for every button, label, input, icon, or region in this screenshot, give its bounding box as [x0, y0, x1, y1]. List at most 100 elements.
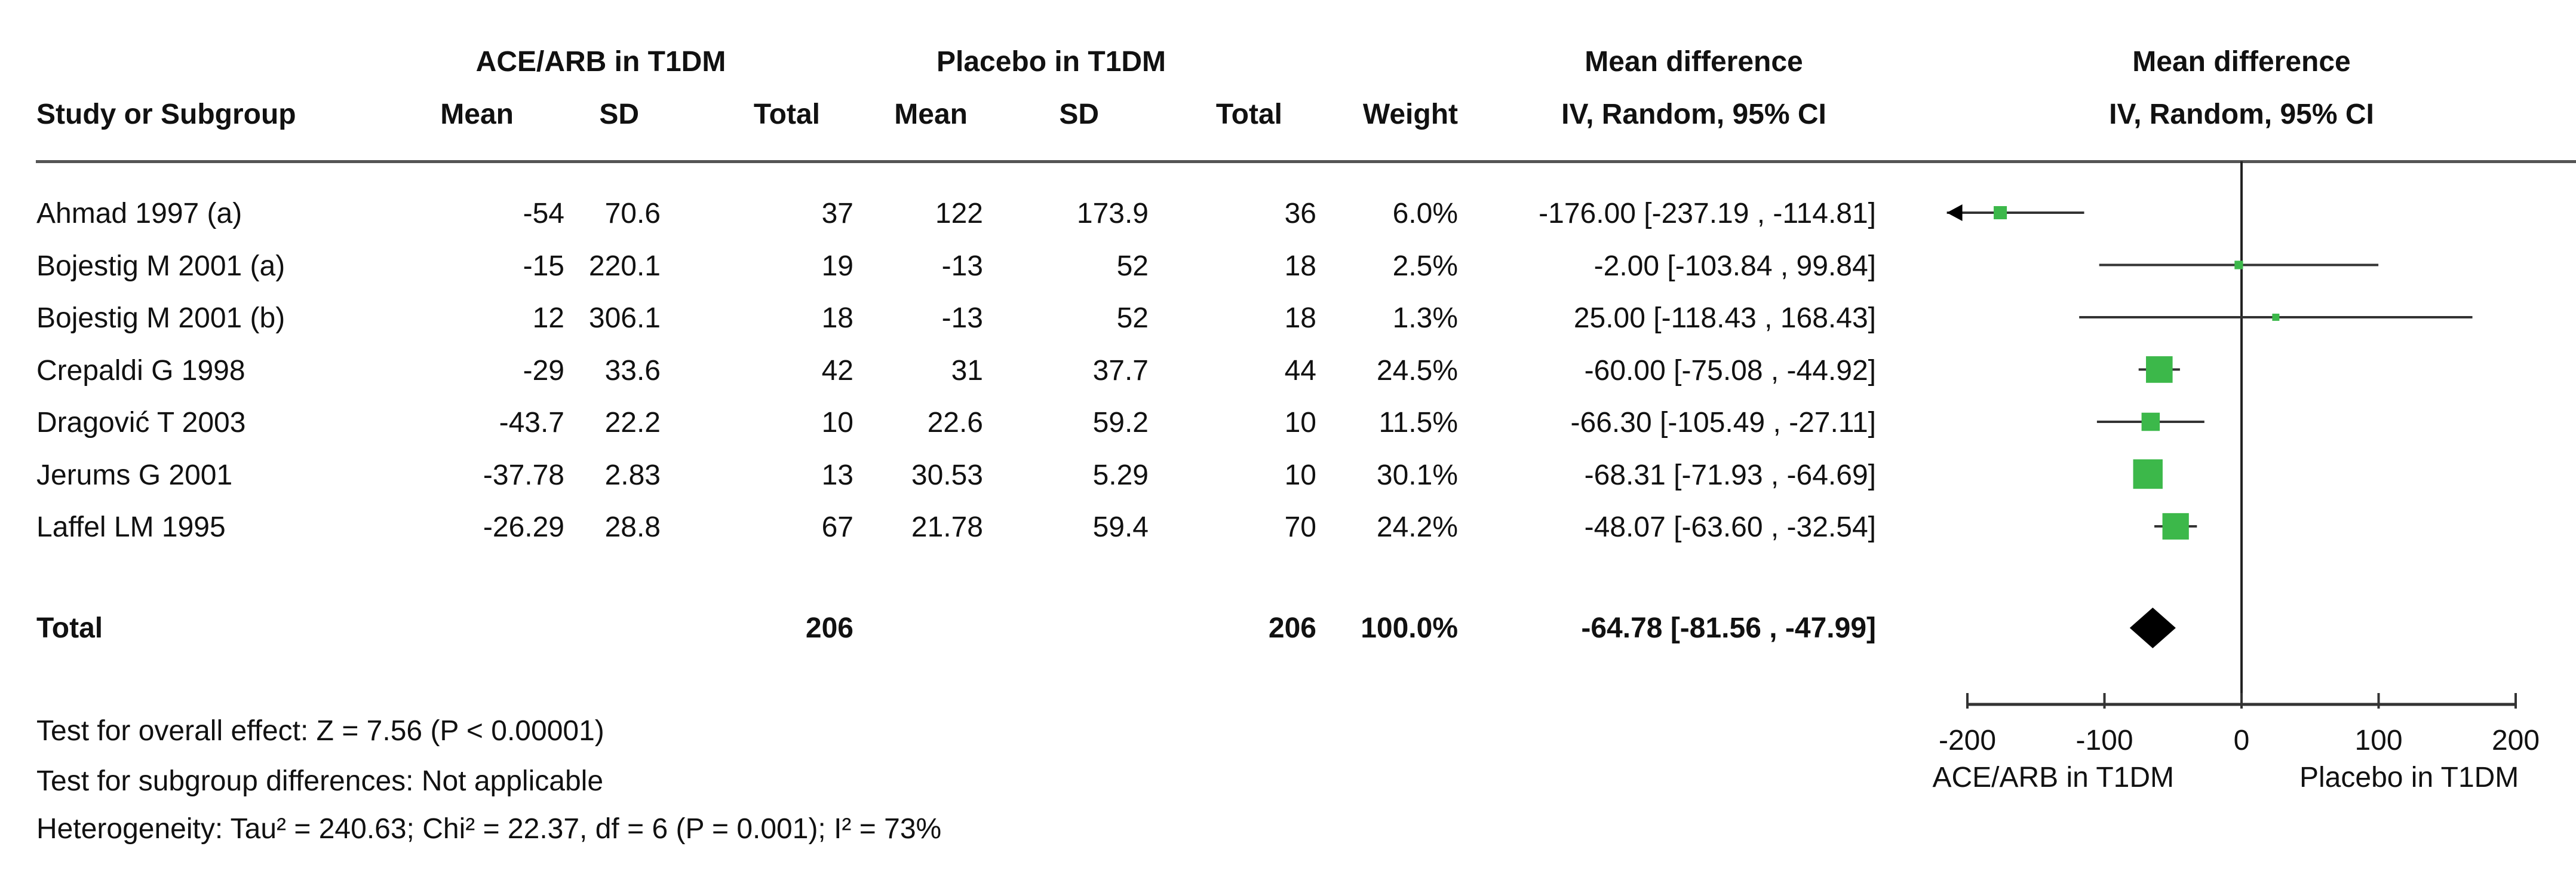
sd2: 5.29 — [1092, 459, 1149, 491]
mean-diff-ci: -176.00 [-237.19 , -114.81] — [1539, 198, 1876, 229]
sd1: 306.1 — [588, 302, 661, 334]
mean2-header: Mean — [894, 99, 968, 130]
total-ci: -64.78 [-81.56 , -47.99] — [1581, 612, 1876, 644]
sd2: 173.9 — [1076, 198, 1149, 229]
total2-header: Total — [1215, 99, 1282, 130]
mean2: 122 — [935, 198, 983, 229]
xlabel-right: Placebo in T1DM — [2299, 762, 2519, 793]
mean1: -43.7 — [499, 407, 564, 439]
mean-diff-ci: 25.00 [-118.43 , 168.43] — [1573, 302, 1876, 334]
study-col-header: Study or Subgroup — [36, 99, 296, 130]
weight: 2.5% — [1392, 250, 1458, 282]
study-marker — [2133, 459, 2163, 489]
mean-diff-ci: -2.00 [-103.84 , 99.84] — [1594, 250, 1876, 282]
plot-method: IV, Random, 95% CI — [2109, 99, 2374, 130]
overall-effect: Test for overall effect: Z = 7.56 (P < 0… — [36, 715, 604, 747]
mean1: -54 — [523, 198, 564, 229]
sd1: 2.83 — [604, 459, 661, 491]
sd1: 22.2 — [604, 407, 661, 439]
sd1: 28.8 — [604, 511, 661, 543]
study-marker — [2162, 513, 2189, 540]
total1: 37 — [821, 198, 853, 229]
total1-header: Total — [753, 99, 820, 130]
total1: 67 — [821, 511, 853, 543]
weight: 30.1% — [1376, 459, 1458, 491]
sd2: 52 — [1116, 250, 1149, 282]
mean2: 31 — [951, 354, 983, 387]
study-name: Bojestig M 2001 (a) — [36, 250, 285, 282]
mean-diff-ci: -68.31 [-71.93 , -64.69] — [1584, 459, 1876, 491]
x-tick-label: -200 — [1939, 725, 1996, 756]
weight: 6.0% — [1392, 198, 1458, 229]
total1: 19 — [821, 250, 853, 282]
study-name: Dragović T 2003 — [36, 407, 246, 439]
study-marker — [2234, 260, 2243, 269]
total2: 44 — [1284, 354, 1316, 387]
mean2: 21.78 — [911, 511, 983, 543]
mean1: -37.78 — [483, 459, 564, 491]
x-tick-label: 100 — [2354, 725, 2402, 756]
total2: 36 — [1284, 198, 1316, 229]
sd2-header: SD — [1059, 99, 1099, 130]
total1: 18 — [821, 302, 853, 334]
x-tick-label: 0 — [2234, 725, 2250, 756]
pooled-diamond — [2129, 608, 2176, 648]
mean-diff-ci: -66.30 [-105.49 , -27.11] — [1570, 407, 1876, 439]
mean1: -15 — [523, 250, 564, 282]
header-rule — [36, 160, 2576, 163]
x-tick-label: -100 — [2075, 725, 2133, 756]
mean1: -29 — [523, 354, 564, 387]
group1-header: ACE/ARB in T1DM — [475, 46, 726, 78]
mean-diff-ci: -60.00 [-75.08 , -44.92] — [1584, 354, 1876, 387]
study-name: Bojestig M 2001 (b) — [36, 302, 285, 334]
weight: 24.2% — [1376, 511, 1458, 543]
study-marker — [2272, 314, 2280, 321]
total2: 18 — [1284, 302, 1316, 334]
sd1-header: SD — [599, 99, 639, 130]
total1: 13 — [821, 459, 853, 491]
study-name: Jerums G 2001 — [36, 459, 233, 491]
sd1: 33.6 — [604, 354, 661, 387]
sd2: 59.4 — [1092, 511, 1149, 543]
study-marker — [2141, 412, 2160, 431]
group2-header: Placebo in T1DM — [936, 46, 1166, 78]
total-n1: 206 — [805, 612, 853, 644]
total-weight: 100.0% — [1361, 612, 1458, 644]
study-marker — [1994, 206, 2007, 220]
study-name: Laffel LM 1995 — [36, 511, 226, 543]
sd2: 37.7 — [1092, 354, 1149, 387]
total2: 10 — [1284, 459, 1316, 491]
md-title: Mean difference — [1585, 46, 1803, 78]
study-name: Ahmad 1997 (a) — [36, 198, 242, 229]
sd2: 52 — [1116, 302, 1149, 334]
total1: 10 — [821, 407, 853, 439]
study-marker — [2146, 356, 2173, 383]
mean2: 30.53 — [911, 459, 983, 491]
mean2: -13 — [941, 250, 983, 282]
mean2: 22.6 — [927, 407, 983, 439]
total1: 42 — [821, 354, 853, 387]
sd1: 220.1 — [588, 250, 661, 282]
mean1: -26.29 — [483, 511, 564, 543]
weight: 24.5% — [1376, 354, 1458, 387]
left-arrow-icon — [1946, 204, 1963, 221]
xlabel-left: ACE/ARB in T1DM — [1932, 762, 2174, 793]
weight-header: Weight — [1362, 99, 1458, 130]
weight: 1.3% — [1392, 302, 1458, 334]
md-method: IV, Random, 95% CI — [1561, 99, 1826, 130]
heterogeneity: Heterogeneity: Tau² = 240.63; Chi² = 22.… — [36, 813, 942, 845]
mean2: -13 — [941, 302, 983, 334]
study-name: Crepaldi G 1998 — [36, 354, 245, 387]
total2: 70 — [1284, 511, 1316, 543]
sd2: 59.2 — [1092, 407, 1149, 439]
total2: 10 — [1284, 407, 1316, 439]
mean1: 12 — [532, 302, 564, 334]
mean1-header: Mean — [440, 99, 514, 130]
plot-title: Mean difference — [2132, 46, 2351, 78]
weight: 11.5% — [1378, 407, 1458, 439]
mean-diff-ci: -48.07 [-63.60 , -32.54] — [1584, 511, 1876, 543]
total-label: Total — [36, 612, 103, 644]
subgroup-test: Test for subgroup differences: Not appli… — [36, 765, 604, 797]
sd1: 70.6 — [604, 198, 661, 229]
